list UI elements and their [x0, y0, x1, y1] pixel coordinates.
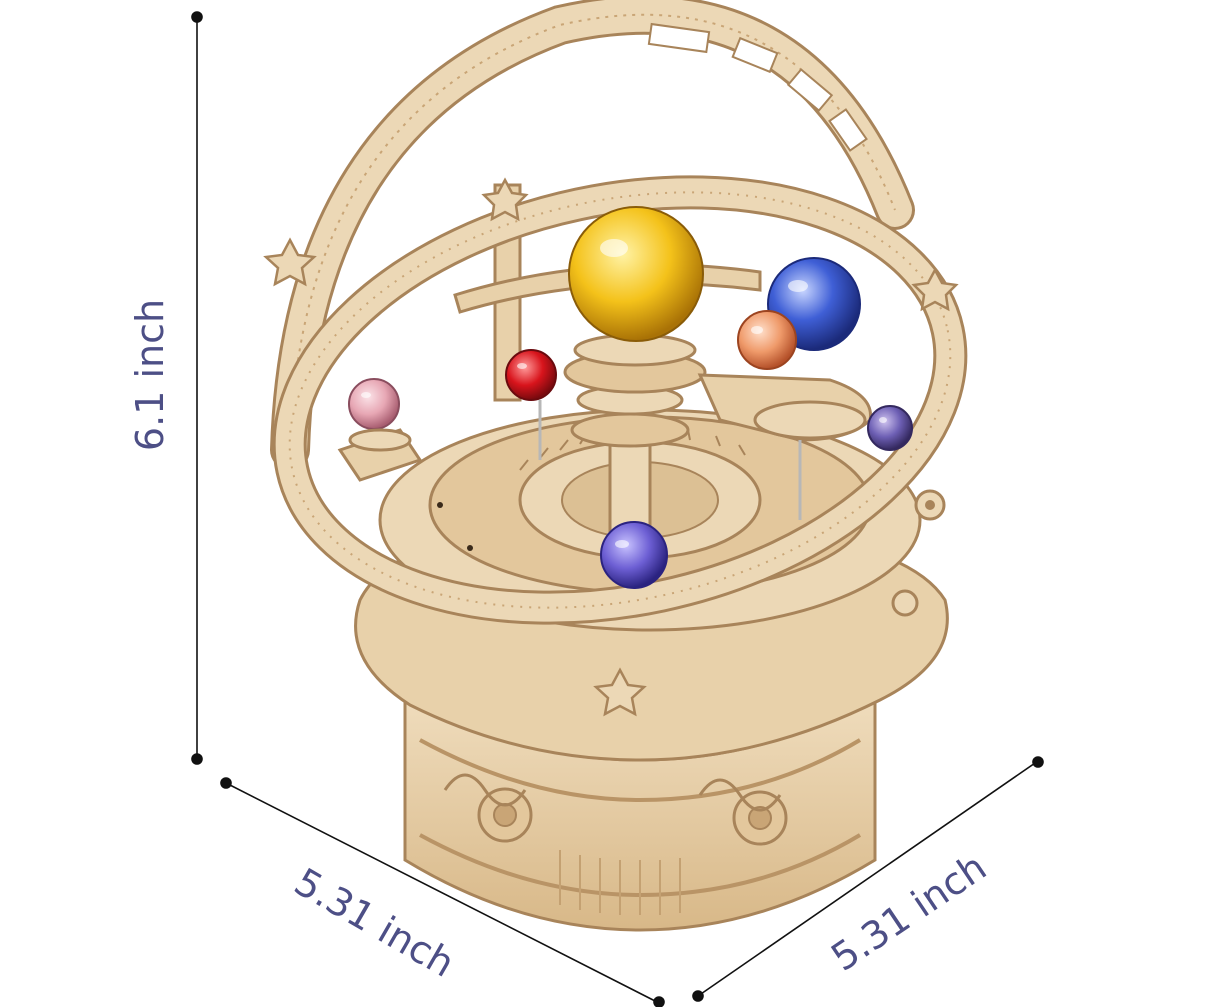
height-label: 6.1 inch [128, 299, 172, 451]
planets [348, 206, 913, 589]
purple-planet-gem [600, 521, 668, 589]
height-line-bottom-dot [191, 753, 203, 765]
ecliptic-ring [272, 175, 968, 625]
red-planet-gem [505, 349, 557, 401]
width-left-dimension-line [225, 782, 660, 1004]
pink-planet-gem [348, 378, 400, 430]
width-right-end-dot [1032, 756, 1044, 768]
width-left-start-dot [220, 777, 232, 789]
planetarium-model [263, 0, 968, 932]
height-line-top-dot [191, 11, 203, 23]
right-planet-mount [753, 400, 867, 440]
dimension-lines [191, 11, 1044, 1007]
decorative-stars [263, 177, 959, 717]
central-column [563, 333, 707, 537]
outer-meridian-ring [270, 0, 915, 470]
width-right-dimension-line [697, 760, 1039, 997]
orange-planet-gem [737, 310, 797, 370]
music-box-base [403, 697, 877, 932]
width-right-start-dot [692, 990, 704, 1002]
violet-planet-gem [867, 405, 913, 451]
yellow-sun-gem [568, 206, 704, 342]
width-left-end-dot [653, 996, 665, 1007]
